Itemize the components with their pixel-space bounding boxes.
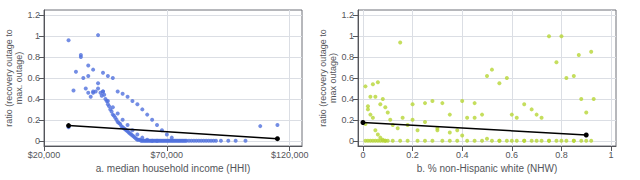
svg-text:0.2: 0.2 xyxy=(406,150,419,160)
svg-text:0.2: 0.2 xyxy=(27,115,40,125)
svg-text:a. median household income (HH: a. median household income (HHI) xyxy=(96,163,251,174)
svg-text:0.4: 0.4 xyxy=(456,150,469,160)
svg-text:1: 1 xyxy=(609,150,614,160)
svg-text:0.2: 0.2 xyxy=(341,115,354,125)
svg-text:0.8: 0.8 xyxy=(27,52,40,62)
svg-text:0.8: 0.8 xyxy=(341,52,354,62)
svg-text:1: 1 xyxy=(349,31,354,41)
svg-text:0.4: 0.4 xyxy=(341,94,354,104)
svg-text:0: 0 xyxy=(35,136,40,146)
svg-text:0: 0 xyxy=(360,150,365,160)
svg-text:1.2: 1.2 xyxy=(27,10,40,20)
svg-text:0: 0 xyxy=(349,136,354,146)
svg-text:0.6: 0.6 xyxy=(341,73,354,83)
svg-text:$70,000: $70,000 xyxy=(151,150,184,160)
svg-text:b. % non-Hispanic white (NHW): b. % non-Hispanic white (NHW) xyxy=(417,163,558,174)
svg-text:max. outage): max. outage) xyxy=(14,52,24,105)
svg-text:0.8: 0.8 xyxy=(555,150,568,160)
svg-text:0.4: 0.4 xyxy=(27,94,40,104)
svg-text:ratio (recovery outage to: ratio (recovery outage to xyxy=(318,29,328,127)
svg-text:ratio (recovery outage to: ratio (recovery outage to xyxy=(4,29,14,127)
svg-text:1.2: 1.2 xyxy=(341,10,354,20)
svg-text:$120,000: $120,000 xyxy=(271,150,309,160)
svg-text:0.6: 0.6 xyxy=(27,73,40,83)
svg-text:max outage): max outage) xyxy=(328,53,338,103)
svg-text:1: 1 xyxy=(35,31,40,41)
svg-text:$20,000: $20,000 xyxy=(28,150,61,160)
svg-text:0.6: 0.6 xyxy=(506,150,519,160)
